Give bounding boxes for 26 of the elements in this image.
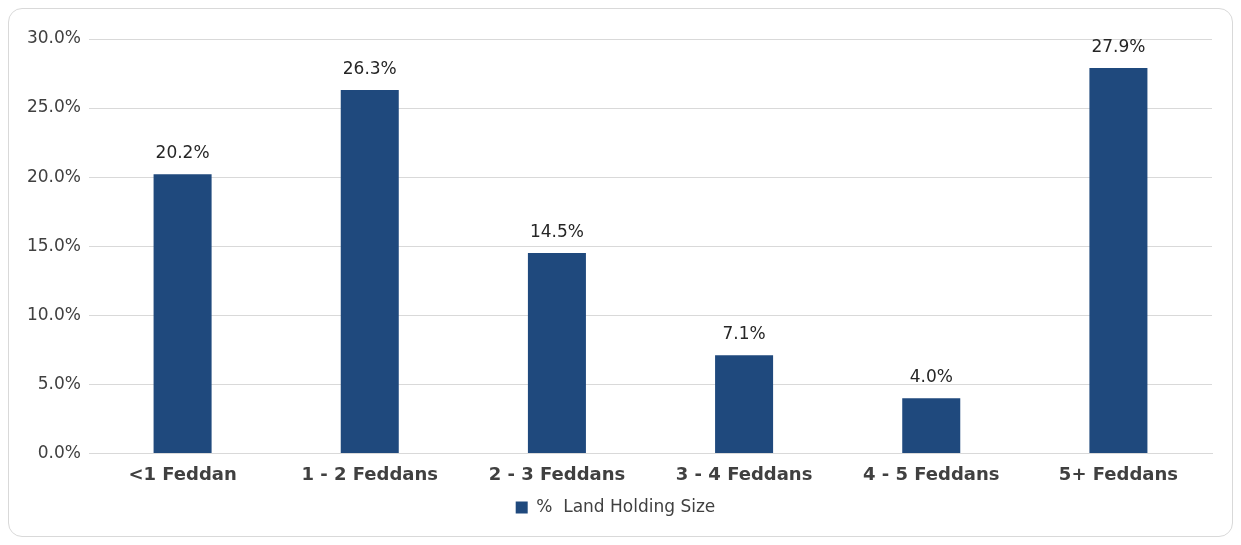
y-tick-label: 5.0% (37, 372, 81, 393)
x-tick-label: 3 - 4 Feddans (675, 462, 813, 484)
data-label: 14.5% (529, 221, 584, 242)
data-label: 7.1% (722, 323, 766, 344)
y-tick-label: 0.0% (37, 441, 81, 462)
y-tick-label: 10.0% (26, 303, 81, 324)
bar (715, 355, 774, 453)
x-tick-label: 1 - 2 Feddans (301, 462, 439, 484)
bar (902, 398, 961, 453)
y-tick-label: 30.0% (26, 27, 81, 48)
data-label: 4.0% (909, 366, 953, 387)
bar (153, 174, 212, 453)
bar (527, 253, 586, 453)
bar (340, 90, 399, 453)
y-tick-label: 25.0% (26, 96, 81, 117)
data-label: 20.2% (155, 142, 210, 163)
y-tick-label: 20.0% (26, 165, 81, 186)
x-tick-label: 2 - 3 Feddans (488, 462, 626, 484)
data-label: 27.9% (1091, 35, 1146, 56)
y-tick-label: 15.0% (26, 234, 81, 255)
x-tick-label: 4 - 5 Feddans (862, 462, 1000, 484)
legend-label: % Land Holding Size (536, 495, 716, 516)
x-tick-label: 5+ Feddans (1058, 462, 1178, 484)
data-label: 26.3% (342, 58, 397, 79)
bar (1089, 68, 1148, 453)
x-tick-label: <1 Feddan (128, 462, 237, 484)
